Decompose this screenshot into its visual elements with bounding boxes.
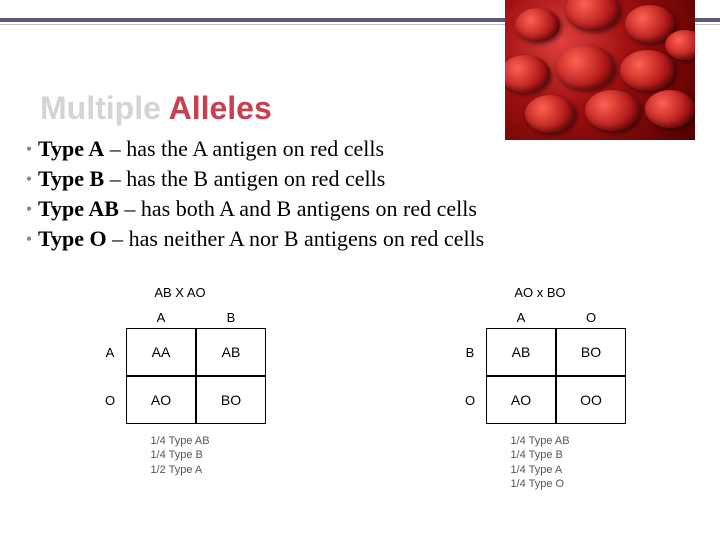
bullet-dot: •	[20, 195, 38, 223]
bullet-text: Type A – has the A antigen on red cells	[38, 135, 680, 163]
bullet-text: Type O – has neither A nor B antigens on…	[38, 225, 680, 253]
grid-corner	[454, 306, 486, 328]
result-line: 1/4 Type B	[510, 448, 569, 462]
results-list: 1/4 Type AB1/4 Type B1/2 Type A	[150, 434, 209, 477]
punnett-cell: AO	[486, 376, 556, 424]
punnett-cell: OO	[556, 376, 626, 424]
result-line: 1/2 Type A	[150, 463, 209, 477]
row-header: O	[454, 376, 486, 424]
result-line: 1/4 Type AB	[510, 434, 569, 448]
bullet-text: Type AB – has both A and B antigens on r…	[38, 195, 680, 223]
bullet-text: Type B – has the B antigen on red cells	[38, 165, 680, 193]
col-header: O	[556, 306, 626, 328]
blood-cell	[665, 30, 695, 60]
blood-cell	[555, 45, 615, 90]
title-word-2: Alleles	[169, 90, 272, 126]
punnett-cell: AB	[486, 328, 556, 376]
bullet-rest: – has both A and B antigens on red cells	[119, 196, 477, 221]
bullet-dot: •	[20, 165, 38, 193]
bullet-item: •Type A – has the A antigen on red cells	[20, 135, 680, 163]
row-header: O	[94, 376, 126, 424]
slide-title: Multiple Alleles	[40, 90, 272, 127]
bullet-rest: – has the A antigen on red cells	[104, 136, 384, 161]
row-header: A	[94, 328, 126, 376]
bullet-dot: •	[20, 225, 38, 253]
blood-cell	[515, 8, 560, 42]
bullet-rest: – has the B antigen on red cells	[104, 166, 385, 191]
blood-cell	[645, 90, 695, 128]
bullet-bold: Type O	[38, 226, 107, 251]
bullet-bold: Type AB	[38, 196, 119, 221]
col-header: B	[196, 306, 266, 328]
punnett-cell: AA	[126, 328, 196, 376]
blood-cell	[565, 0, 620, 31]
punnett-right: AO x BOAOBABBOOAOOO1/4 Type AB1/4 Type B…	[454, 285, 626, 491]
blood-cell	[525, 95, 575, 133]
punnett-cell: BO	[556, 328, 626, 376]
bullet-item: •Type AB – has both A and B antigens on …	[20, 195, 680, 223]
row-header: B	[454, 328, 486, 376]
punnett-cell: AO	[126, 376, 196, 424]
bullet-list: •Type A – has the A antigen on red cells…	[20, 135, 680, 255]
results-list: 1/4 Type AB1/4 Type B1/4 Type A1/4 Type …	[510, 434, 569, 491]
bullet-rest: – has neither A nor B antigens on red ce…	[107, 226, 485, 251]
grid-corner	[94, 306, 126, 328]
result-line: 1/4 Type B	[150, 448, 209, 462]
col-header: A	[486, 306, 556, 328]
cross-label: AB X AO	[154, 285, 205, 300]
punnett-left: AB X AOABAAAABOAOBO1/4 Type AB1/4 Type B…	[94, 285, 266, 491]
col-header: A	[126, 306, 196, 328]
bullet-item: •Type B – has the B antigen on red cells	[20, 165, 680, 193]
result-line: 1/4 Type AB	[150, 434, 209, 448]
punnett-grid: ABAAAABOAOBO	[94, 306, 266, 424]
bullet-dot: •	[20, 135, 38, 163]
result-line: 1/4 Type O	[510, 477, 569, 491]
bullet-bold: Type B	[38, 166, 104, 191]
bullet-bold: Type A	[38, 136, 104, 161]
punnett-squares-area: AB X AOABAAAABOAOBO1/4 Type AB1/4 Type B…	[0, 285, 720, 491]
blood-cell	[505, 55, 550, 93]
title-word-1: Multiple	[40, 90, 161, 126]
blood-cell	[585, 90, 640, 131]
punnett-cell: BO	[196, 376, 266, 424]
cross-label: AO x BO	[514, 285, 565, 300]
punnett-cell: AB	[196, 328, 266, 376]
bullet-item: •Type O – has neither A nor B antigens o…	[20, 225, 680, 253]
punnett-grid: AOBABBOOAOOO	[454, 306, 626, 424]
blood-cells-image	[505, 0, 695, 140]
blood-cell	[620, 50, 675, 91]
result-line: 1/4 Type A	[510, 463, 569, 477]
